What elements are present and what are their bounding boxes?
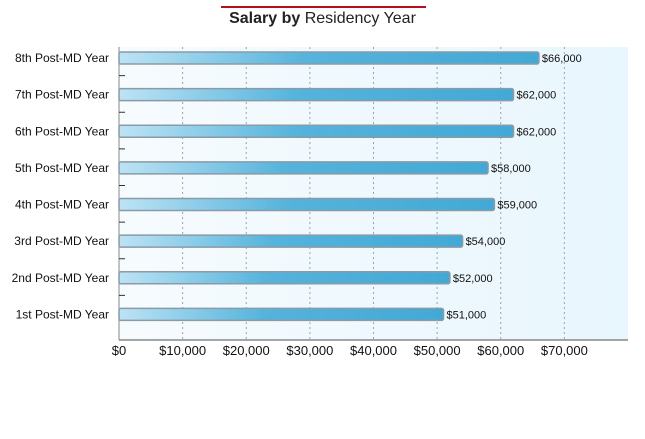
x-tick-label: $30,000	[286, 343, 333, 358]
category-label: 8th Post-MD Year	[15, 51, 109, 65]
bar	[118, 234, 464, 248]
bar	[118, 124, 515, 138]
bar	[118, 51, 540, 65]
x-tick-label: $20,000	[223, 343, 270, 358]
category-label: 5th Post-MD Year	[15, 161, 109, 175]
value-label: $54,000	[466, 236, 506, 248]
x-tick-label: $60,000	[477, 343, 524, 358]
x-tick-label: $70,000	[541, 343, 588, 358]
category-label: 1st Post-MD Year	[16, 307, 109, 321]
value-label: $59,000	[497, 200, 537, 212]
category-label: 3rd Post-MD Year	[14, 234, 109, 248]
x-tick-label: $40,000	[350, 343, 397, 358]
bar	[118, 87, 515, 102]
chart-title-regular: Residency Year	[304, 10, 416, 27]
category-label: 2nd Post-MD Year	[12, 271, 109, 285]
value-label: $58,000	[491, 163, 531, 175]
category-label: 4th Post-MD Year	[15, 198, 109, 212]
value-label: $52,000	[453, 273, 493, 285]
bar	[118, 197, 496, 212]
chart-title: Salary by Residency Year	[0, 10, 645, 28]
value-label: $62,000	[516, 90, 556, 102]
x-tick-label: $50,000	[414, 343, 461, 358]
value-label: $51,000	[446, 309, 486, 321]
category-label: 6th Post-MD Year	[15, 124, 109, 138]
bar	[118, 271, 451, 285]
bar	[118, 161, 489, 175]
chart-title-bold: Salary by	[229, 10, 301, 27]
bar	[118, 307, 445, 322]
value-label: $66,000	[542, 53, 582, 65]
x-tick-label: $0	[112, 343, 126, 358]
value-label: $62,000	[516, 126, 556, 138]
title-rule	[221, 6, 426, 8]
x-tick-label: $10,000	[159, 343, 206, 358]
category-label: 7th Post-MD Year	[15, 88, 109, 102]
